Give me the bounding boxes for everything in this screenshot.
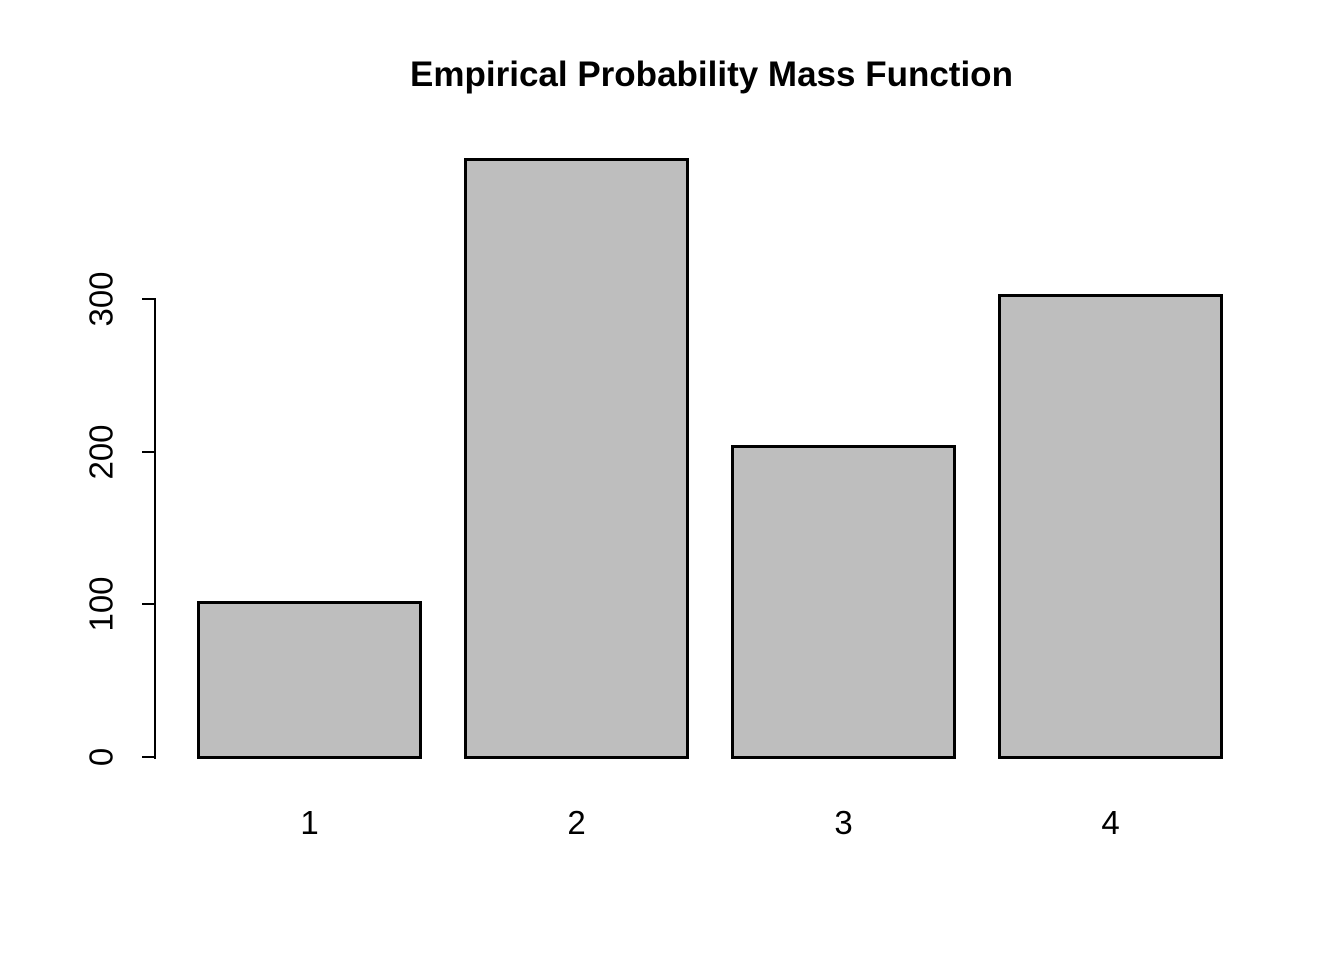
bar-category-4 [998, 294, 1223, 759]
x-axis-label: 3 [834, 804, 853, 841]
x-axis-label: 1 [300, 804, 319, 841]
y-tick-label: 100 [82, 576, 120, 632]
y-tick-label: 300 [82, 271, 120, 327]
x-axis-label: 4 [1101, 804, 1120, 841]
y-tick-mark [142, 603, 154, 606]
y-tick-mark [142, 297, 154, 300]
bar-category-1 [197, 601, 422, 759]
bar-category-2 [464, 158, 689, 759]
y-tick-label: 200 [82, 424, 120, 480]
chart-title: Empirical Probability Mass Function [410, 55, 1013, 94]
y-tick-label: 0 [82, 747, 120, 767]
y-tick-mark [142, 756, 154, 758]
x-axis-label: 2 [567, 804, 586, 841]
bar-category-3 [731, 445, 956, 759]
y-tick-mark [142, 450, 154, 453]
y-axis-line [154, 297, 156, 759]
